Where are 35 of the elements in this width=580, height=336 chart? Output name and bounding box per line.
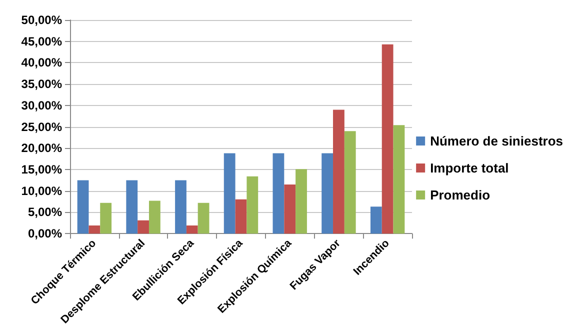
bar [186, 225, 198, 234]
bar [175, 180, 186, 234]
y-tick-label: 25,00% [21, 120, 62, 134]
bar [382, 44, 394, 234]
bar [344, 131, 356, 234]
bar [126, 180, 138, 234]
bar [296, 169, 307, 234]
bar [235, 199, 247, 234]
y-tick-label: 5,00% [28, 205, 62, 220]
bar [100, 202, 112, 234]
bar [284, 184, 296, 234]
y-tick-label: 10,00% [21, 184, 62, 198]
bar [333, 110, 344, 234]
bar [246, 176, 258, 234]
bar [224, 153, 236, 234]
bar [77, 180, 89, 234]
bar [138, 220, 149, 234]
bar [393, 125, 405, 234]
bar [198, 202, 210, 234]
y-tick-label: 40,00% [21, 56, 62, 70]
y-tick-label: 15,00% [21, 162, 62, 177]
y-tick-label: 35,00% [21, 77, 62, 92]
bar [272, 153, 284, 234]
legend-label: Número de siniestros [430, 134, 564, 148]
y-tick-label: 0,00% [28, 226, 62, 241]
y-tick-label: 20,00% [21, 141, 62, 156]
y-tick-label: 45,00% [21, 34, 62, 48]
legend-label: Importe total [430, 160, 509, 176]
y-tick-label: 50,00% [21, 13, 62, 27]
legend-label: Promedio [430, 188, 490, 202]
bar [88, 225, 100, 234]
y-tick-label: 30,00% [21, 98, 62, 112]
bar [148, 200, 160, 234]
bar [370, 206, 382, 234]
bar [322, 153, 334, 234]
